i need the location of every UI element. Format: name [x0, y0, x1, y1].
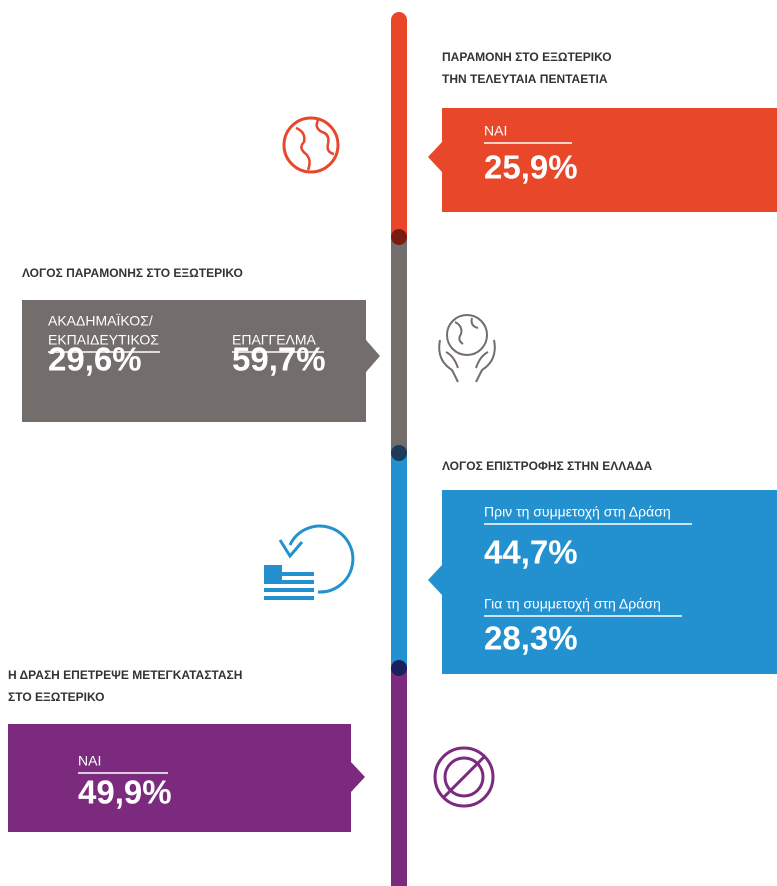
section-title: ΠΑΡΑΜΟΝΗ ΣΤΟ ΕΞΩΤΕΡΙΚΟ	[442, 50, 612, 64]
return-icon	[264, 524, 355, 600]
boxes	[8, 108, 777, 832]
item-label: ΕΠΑΓΓΕΛΜΑ	[232, 332, 317, 348]
item-label: ΕΚΠΑΙΔΕΥΤΙΚΟΣ	[48, 332, 159, 348]
no-globe-icon	[433, 746, 495, 808]
globe-icon	[282, 116, 340, 174]
item-value: 49,9%	[78, 774, 172, 811]
item-label: ΑΚΑΔΗΜΑΪΚΟΣ/	[48, 313, 153, 329]
item-label: Πριν τη συμμετοχή στη Δράση	[484, 504, 671, 520]
icons	[264, 116, 496, 808]
item-value: 28,3%	[484, 620, 578, 657]
item-value: 44,7%	[484, 534, 578, 571]
item-value: 59,7%	[232, 341, 326, 378]
timeline	[391, 12, 407, 886]
hands-globe-icon	[438, 314, 496, 383]
item-label: ΝΑΙ	[484, 123, 507, 139]
item-label: Για τη συμμετοχή στη Δράση	[484, 596, 661, 612]
section-title: ΛΟΓΟΣ ΕΠΙΣΤΡΟΦΗΣ ΣΤΗΝ ΕΛΛΑΔΑ	[442, 459, 653, 473]
item-value: 25,9%	[484, 149, 578, 186]
item-label: ΝΑΙ	[78, 753, 101, 769]
section-title: ΛΟΓΟΣ ΠΑΡΑΜΟΝΗΣ ΣΤΟ ΕΞΩΤΕΡΙΚΟ	[22, 266, 243, 280]
section-title: Η ΔΡΑΣΗ ΕΠΕΤΡΕΨΕ ΜΕΤΕΓΚΑΤΑΣΤΑΣΗ	[8, 668, 242, 682]
section-title: ΤΗΝ ΤΕΛΕΥΤΑΙΑ ΠΕΝΤΑΕΤΙΑ	[442, 72, 608, 86]
section-title: ΣΤΟ ΕΞΩΤΕΡΙΚΟ	[8, 690, 104, 704]
item-value: 29,6%	[48, 341, 142, 378]
